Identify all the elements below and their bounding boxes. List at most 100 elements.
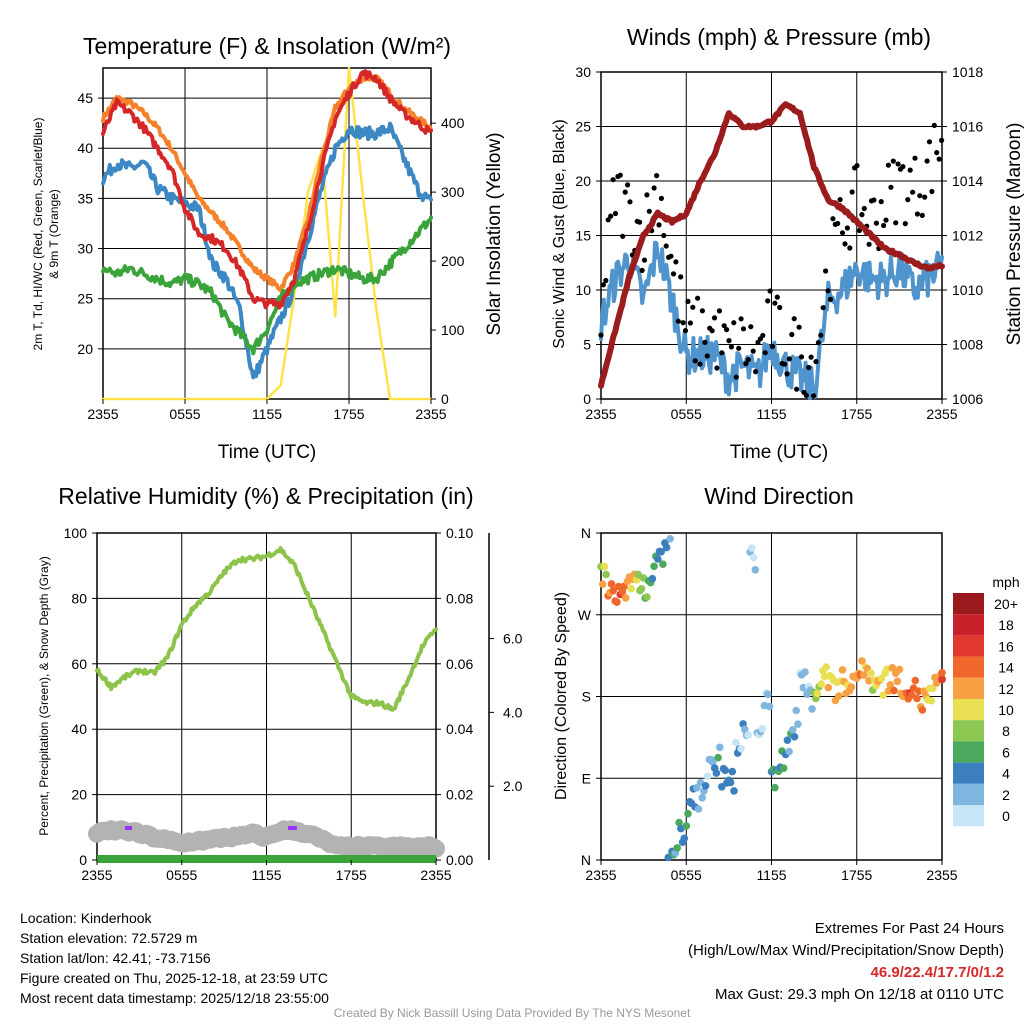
gust-dot <box>777 304 783 311</box>
winds-xlabel: Time (UTC) <box>730 442 829 463</box>
wdir-legend-title: mph <box>992 574 1019 590</box>
winds-ytick-left: 5 <box>583 337 591 353</box>
wind-dir-dot <box>913 694 921 703</box>
rh-ytick-left: 100 <box>64 525 88 541</box>
wdir-ytick: E <box>582 770 591 786</box>
wind-dir-dot <box>764 690 772 699</box>
gust-dot <box>610 177 616 183</box>
gust-dot <box>844 225 851 231</box>
wind-dir-dot <box>613 598 621 606</box>
gust-dot <box>724 327 730 333</box>
wind-dir-dot <box>751 566 760 574</box>
wind-dir-dot <box>888 664 897 672</box>
gust-dot <box>692 358 698 364</box>
gust-dot <box>774 294 780 300</box>
gust-dot <box>866 241 872 247</box>
wdir-xtick: 1755 <box>841 867 872 883</box>
wdir-legend <box>953 593 984 827</box>
wind-dir-dot <box>741 725 749 734</box>
gust-dot <box>728 344 735 350</box>
wdir-xtick: 0555 <box>671 867 702 883</box>
temp-ytick-left: 25 <box>77 291 93 307</box>
wdir-xtick: 1155 <box>756 867 786 883</box>
wind-dir-dot <box>789 726 797 734</box>
winds-xtick: 1755 <box>841 406 872 422</box>
legend-label: 12 <box>998 681 1014 697</box>
wind-dir-dot <box>621 594 630 602</box>
winds-ytick-right: 1018 <box>952 64 983 80</box>
gust-dot <box>934 150 940 156</box>
gust-dot <box>740 326 747 332</box>
rh-ytick-left: 40 <box>71 721 87 737</box>
gust-dot <box>668 253 674 259</box>
rh-ytick-right: 0.06 <box>446 656 473 672</box>
legend-label: 10 <box>998 702 1014 718</box>
gust-dot <box>811 393 817 399</box>
gust-dot <box>726 338 732 344</box>
gust-dot <box>719 350 725 356</box>
wind-dir-dot <box>684 809 692 818</box>
wind-dir-dot <box>835 692 843 700</box>
wind-dir-dot <box>650 562 658 571</box>
gust-dot <box>608 213 614 219</box>
rh-gridlines <box>96 533 437 860</box>
winds-ylabel-left: Sonic Wind & Gust (Blue, Black) <box>551 119 568 348</box>
legend-label: 14 <box>998 660 1014 676</box>
wind-dir-dot <box>716 743 724 752</box>
wind-dir-dot <box>813 689 822 698</box>
wind-dir-dot <box>698 794 706 802</box>
extremes-box: Extremes For Past 24 Hours (High/Low/Max… <box>688 918 1004 1006</box>
wind-dir-dot <box>737 744 745 753</box>
wind-dir-dot <box>600 562 609 571</box>
temp-xtick: 1155 <box>252 406 282 422</box>
legend-swatch <box>953 635 984 657</box>
gust-dot <box>622 189 628 195</box>
gust-dot <box>704 353 710 359</box>
gust-dot <box>936 156 942 162</box>
gust-dot <box>736 345 742 351</box>
temp-ylabel-right: Solar Insolation (Yellow) <box>484 132 505 335</box>
gust-dot <box>750 348 756 354</box>
gust-dot <box>902 221 908 227</box>
gust-dot <box>890 158 896 164</box>
wind-dir-dot <box>765 702 774 711</box>
gust-dot <box>922 194 928 200</box>
extremes-values: 46.9/22.4/17.7/0/1.2 <box>870 964 1004 981</box>
temp-ytick-left: 40 <box>77 140 93 156</box>
gust-dot <box>912 155 918 161</box>
gust-dot <box>873 220 880 226</box>
gust-dot <box>639 267 645 273</box>
wind-dir-dot <box>801 668 809 676</box>
wdir-ytick: N <box>581 525 591 541</box>
winds-ytick-left: 0 <box>583 391 591 407</box>
gust-dot <box>685 298 691 304</box>
gust-dot <box>900 164 906 170</box>
gust-dot <box>907 167 913 173</box>
wind-dir-dot <box>838 666 847 674</box>
gust-dot <box>789 331 795 338</box>
wdir-xtick: 2355 <box>585 867 616 883</box>
rh-snow-depth-line <box>88 820 445 858</box>
wind-dir-dot <box>783 736 792 744</box>
wind-dir-dot <box>682 822 691 830</box>
gust-dot <box>888 184 894 190</box>
gust-dot <box>818 332 824 338</box>
gust-dot <box>919 212 925 218</box>
winds-ytick-left: 10 <box>575 282 591 298</box>
wind-dir-dot <box>907 691 916 699</box>
gust-dot <box>654 173 660 179</box>
wdir-xtick: 2355 <box>926 867 957 883</box>
temp-ytick-right: 200 <box>441 253 465 269</box>
legend-swatch <box>953 593 984 615</box>
wind-dir-dot <box>938 675 946 684</box>
winds-xtick: 1155 <box>756 406 786 422</box>
wdir-dots <box>597 535 946 862</box>
gust-dot <box>883 217 889 223</box>
legend-label: 0 <box>1002 808 1010 824</box>
credit-line: Created By Nick Bassill Using Data Provi… <box>333 1006 691 1020</box>
rh-ytick-left: 80 <box>71 590 87 606</box>
temp-xtick: 1755 <box>333 406 364 422</box>
gust-dot <box>743 361 749 367</box>
gust-dot <box>745 357 751 363</box>
winds-ytick-left: 25 <box>575 119 591 135</box>
